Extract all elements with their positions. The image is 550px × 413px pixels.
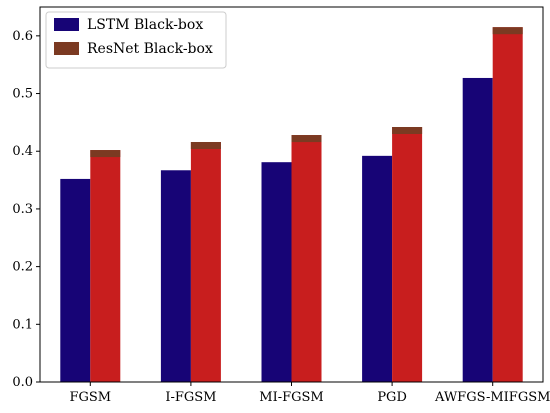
y-tick-label: 0.2 bbox=[12, 260, 33, 275]
y-tick-label: 0.4 bbox=[12, 144, 33, 159]
x-axis-ticks: FGSM I-FGSM MI-FGSM PGD AWFGS-MIFGSM bbox=[69, 382, 550, 405]
y-tick-label: 0.1 bbox=[12, 317, 33, 332]
legend-swatch-lstm bbox=[54, 18, 79, 31]
bar-cap-resnet-fgsm bbox=[90, 150, 121, 158]
x-tick-label: FGSM bbox=[69, 390, 111, 405]
y-tick-label: 0.6 bbox=[12, 29, 33, 44]
legend-swatch-resnet bbox=[54, 42, 79, 55]
x-tick-label: PGD bbox=[377, 390, 407, 405]
bar-resnet-pgd bbox=[392, 127, 423, 382]
bar-lstm-pgd bbox=[362, 155, 393, 382]
bar-cap-resnet-pgd bbox=[392, 127, 423, 134]
y-tick-label: 0.3 bbox=[12, 202, 33, 217]
y-tick-label: 0.0 bbox=[12, 375, 33, 390]
x-tick-label: AWFGS-MIFGSM bbox=[434, 390, 550, 405]
bar-resnet-fgsm bbox=[90, 150, 121, 382]
y-axis-ticks: 0.0 0.1 0.2 0.3 0.4 0.5 0.6 bbox=[12, 29, 40, 390]
bar-resnet-mi-fgsm bbox=[291, 135, 322, 382]
bar-resnet-awfgs-mifgsm bbox=[492, 27, 523, 382]
legend-box bbox=[45, 11, 227, 69]
bar-resnet-i-fgsm bbox=[190, 142, 221, 382]
legend-label-resnet: ResNet Black-box bbox=[87, 41, 213, 57]
y-tick-label: 0.5 bbox=[12, 87, 33, 102]
x-tick-label: MI-FGSM bbox=[259, 390, 323, 405]
bar-lstm-i-fgsm bbox=[160, 170, 191, 382]
legend: LSTM Black-box ResNet Black-box bbox=[45, 11, 227, 69]
bar-cap-resnet-awfgs-mifgsm bbox=[492, 27, 523, 35]
bars-group bbox=[60, 27, 523, 382]
bar-cap-resnet-mi-fgsm bbox=[291, 135, 322, 143]
bar-lstm-mi-fgsm bbox=[261, 162, 292, 382]
legend-label-lstm: LSTM Black-box bbox=[87, 17, 203, 33]
bar-lstm-fgsm bbox=[60, 178, 91, 382]
bar-lstm-awfgs-mifgsm bbox=[462, 77, 493, 382]
bar-cap-resnet-i-fgsm bbox=[190, 142, 221, 149]
x-tick-label: I-FGSM bbox=[165, 390, 216, 405]
